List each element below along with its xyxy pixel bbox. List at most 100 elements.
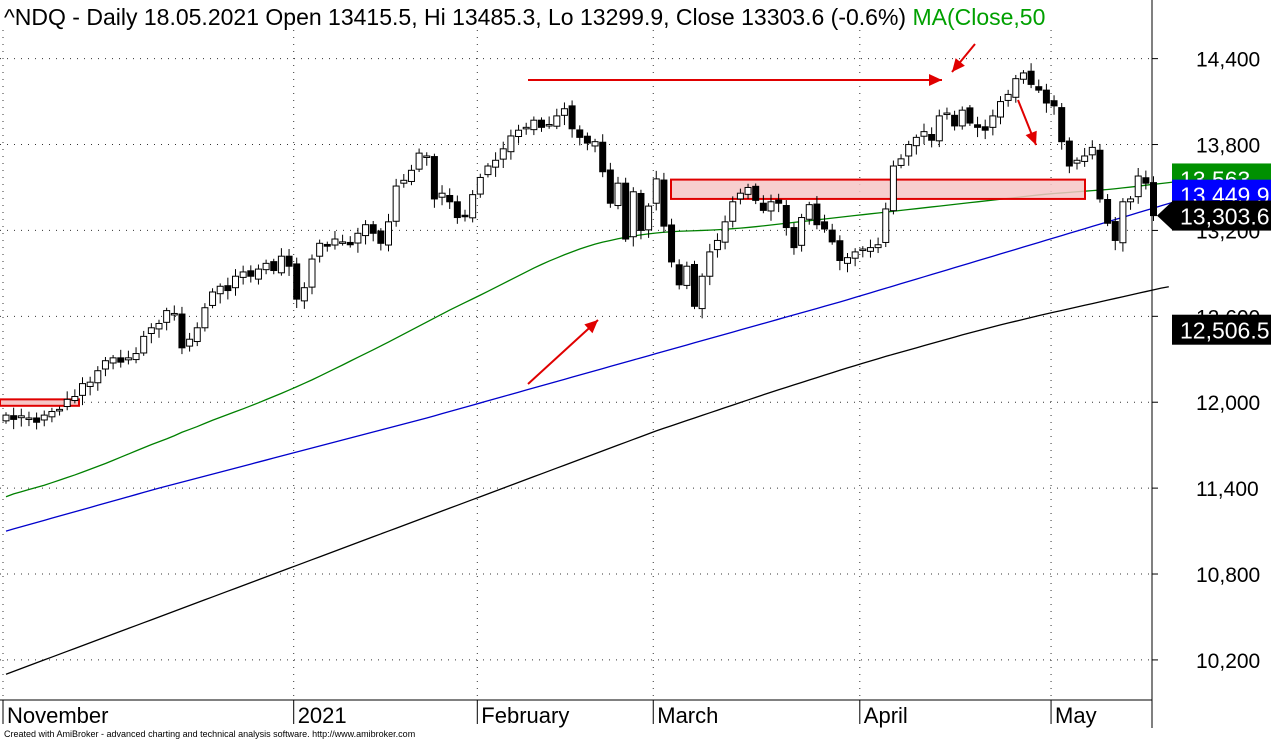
candle — [132, 353, 140, 361]
candle — [859, 248, 867, 252]
candle — [844, 257, 851, 264]
candle — [522, 126, 530, 130]
candle — [385, 221, 392, 246]
symbol-label: ^NDQ — [4, 4, 66, 30]
candle — [354, 232, 362, 244]
candle — [1127, 198, 1135, 203]
candle — [86, 381, 94, 387]
candle — [805, 204, 813, 220]
candle — [209, 291, 217, 306]
candle — [507, 135, 515, 153]
close-value: 13303.6 — [741, 4, 825, 30]
candle — [33, 417, 41, 423]
price-badge-label: 13,303.6 — [1180, 204, 1270, 230]
candle — [752, 185, 760, 201]
candle — [698, 275, 706, 310]
x-tick-label: April — [864, 703, 908, 728]
candle — [79, 383, 86, 396]
candle — [782, 205, 790, 229]
candle — [438, 192, 446, 198]
candle — [568, 105, 576, 130]
ma-line-black — [5, 286, 1169, 675]
candle — [117, 357, 125, 363]
candle — [140, 335, 148, 354]
candle — [622, 182, 630, 240]
candle — [10, 415, 18, 420]
candle — [759, 202, 767, 211]
candle — [101, 360, 109, 370]
candle — [323, 243, 331, 247]
candle — [201, 307, 209, 329]
open-value: 13415.5 — [328, 4, 412, 30]
x-tick-label: May — [1055, 703, 1097, 728]
candle — [277, 255, 285, 274]
candle — [25, 417, 33, 420]
candle — [170, 312, 178, 316]
candle — [660, 179, 668, 227]
candle — [583, 135, 591, 144]
candle — [270, 261, 278, 272]
candle — [430, 156, 438, 200]
candle — [499, 148, 507, 160]
candle — [989, 115, 997, 128]
candle — [874, 244, 882, 249]
candle — [652, 178, 660, 204]
candle — [48, 411, 56, 418]
candle — [553, 115, 561, 127]
candle — [186, 338, 194, 347]
candle — [1012, 78, 1020, 98]
candle — [216, 285, 224, 295]
candle — [415, 152, 423, 170]
candle — [147, 327, 155, 335]
candle — [958, 109, 966, 127]
candle — [362, 224, 370, 237]
candle — [1111, 221, 1119, 241]
date-label: 18.05.2021 — [143, 4, 259, 30]
candle — [163, 310, 171, 323]
candle — [1081, 155, 1089, 162]
candle — [1119, 201, 1127, 244]
price-badge — [1172, 200, 1271, 231]
candle — [645, 205, 653, 231]
price-badge — [1172, 314, 1271, 345]
candle — [56, 408, 64, 412]
candle — [224, 285, 232, 292]
open-label: Open — [265, 4, 322, 30]
candle — [943, 112, 951, 116]
candle — [109, 357, 117, 364]
candle — [1042, 89, 1050, 104]
candle — [63, 398, 71, 408]
arrow-up — [527, 319, 599, 385]
highlight-box-left — [0, 398, 80, 407]
candle — [614, 182, 622, 207]
candle — [1035, 86, 1043, 91]
candle — [821, 221, 829, 230]
arrow-down-right-head — [1025, 130, 1037, 145]
candle — [1004, 93, 1012, 101]
candle — [981, 126, 989, 131]
candle — [484, 165, 492, 176]
candle — [767, 201, 775, 212]
candle — [629, 191, 637, 238]
candle — [293, 263, 301, 300]
candle — [469, 194, 477, 219]
candle — [247, 270, 255, 277]
price-badge-label: 12,506.5 — [1180, 318, 1270, 344]
price-badge-pointer — [1157, 201, 1172, 230]
candle — [178, 313, 186, 349]
y-tick-label: 10,800 — [1196, 564, 1260, 587]
candle — [492, 159, 500, 168]
candle — [668, 224, 676, 263]
candle — [576, 129, 584, 138]
arrow-horizontal-head — [929, 74, 942, 86]
candle — [713, 239, 721, 251]
candle — [1073, 159, 1081, 164]
candle — [285, 255, 293, 267]
candle — [997, 101, 1004, 118]
candle — [346, 241, 354, 246]
hi-label: Hi — [423, 4, 446, 30]
candle — [316, 242, 324, 257]
candle — [775, 199, 783, 204]
candle — [461, 214, 469, 218]
